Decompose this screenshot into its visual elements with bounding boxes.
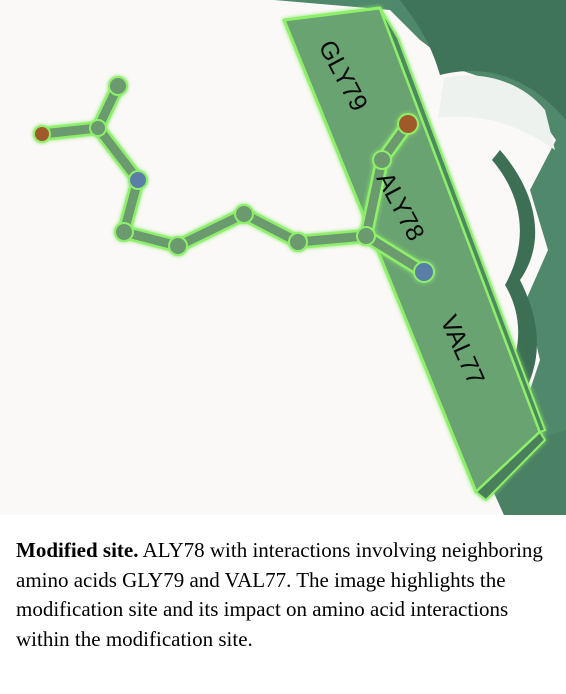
atom-oxygen <box>33 125 51 143</box>
figure-caption: Modified site. ALY78 with interactions i… <box>16 536 552 654</box>
protein-structure-figure: GLY79 ALY78 VAL77 <box>33 0 566 515</box>
aly78-side-chain <box>33 76 435 283</box>
caption-body: ALY78 with interactions involving neighb… <box>16 538 543 651</box>
atom-carbon <box>356 226 376 246</box>
atom-oxygen <box>397 113 419 135</box>
highlighted-beta-strand <box>282 6 547 502</box>
atom-nitrogen <box>413 261 435 283</box>
atom-carbon <box>372 150 392 170</box>
atom-carbon <box>234 204 254 224</box>
atom-carbon <box>168 236 188 256</box>
protein-helix-ribbon <box>274 0 566 515</box>
atom-carbon <box>288 232 308 252</box>
atom-carbon <box>114 222 134 242</box>
atom-carbon <box>89 119 107 137</box>
atom-nitrogen <box>128 170 148 190</box>
atom-carbon <box>108 76 128 96</box>
caption-heading: Modified site. <box>16 538 139 562</box>
